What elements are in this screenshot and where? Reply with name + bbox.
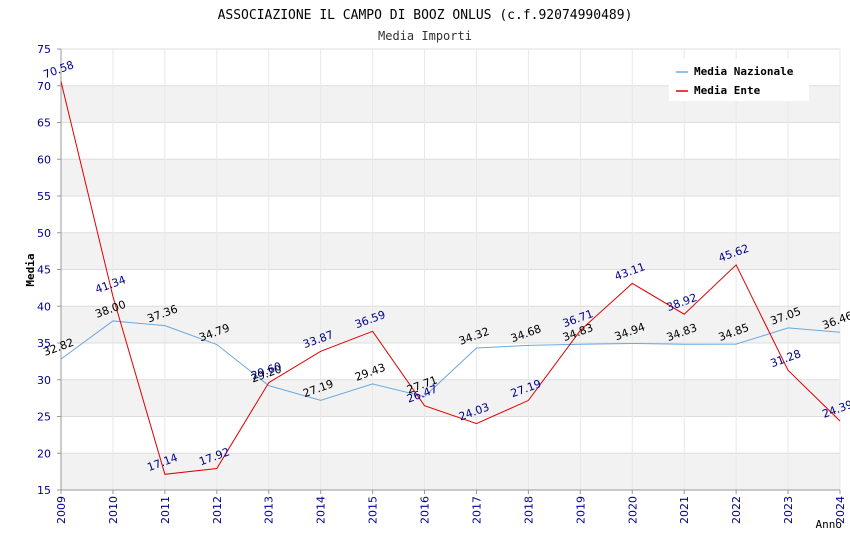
x-tick-label: 2020 (626, 496, 639, 524)
x-tick-label: 2011 (159, 496, 172, 524)
x-tick-labels: 2009 2010 2011 2012 2013 2014 2015 2016 2017 2018… (55, 496, 847, 524)
plot-band (61, 232, 840, 270)
plot-band (61, 159, 840, 196)
x-tick-label: 2013 (263, 496, 276, 524)
x-tick-label: 2021 (678, 496, 691, 524)
x-tick-label: 2022 (730, 496, 743, 524)
legend-box (669, 59, 809, 101)
y-tick-label: 25 (37, 411, 51, 424)
y-tick-label: 15 (37, 484, 51, 497)
y-tick-label: 45 (37, 264, 51, 277)
x-tick-label: 2015 (367, 496, 380, 524)
x-tick-label: 2010 (107, 496, 120, 524)
y-tick-labels: 15 20 25 30 35 40 45 50 55 60 65 70 75 (37, 43, 51, 497)
y-tick-label: 70 (37, 80, 51, 93)
y-axis-label: Media (24, 253, 37, 286)
x-tick-label: 2024 (834, 496, 847, 524)
x-tick-label: 2019 (574, 496, 587, 524)
plot-band (61, 416, 840, 454)
x-tick-label: 2009 (55, 496, 68, 524)
x-tick-label: 2017 (470, 496, 483, 524)
y-tick-label: 35 (37, 337, 51, 350)
grid-lines (60, 48, 841, 491)
legend-label-media-ente: Media Ente (694, 84, 761, 97)
series-line-media-nazionale (60, 320, 841, 401)
chart-subtitle: Media Importi (378, 29, 472, 43)
series-lines (60, 81, 841, 475)
plot-band (61, 122, 840, 160)
x-tick-label: 2012 (211, 496, 224, 524)
y-tick-label: 55 (37, 190, 51, 203)
y-tick-label: 50 (37, 227, 51, 240)
x-tick-label: 2023 (782, 496, 795, 524)
y-tick-label: 60 (37, 153, 51, 166)
x-tick-label: 2014 (315, 496, 328, 524)
y-tick-label: 75 (37, 43, 51, 56)
chart-title: ASSOCIAZIONE IL CAMPO DI BOOZ ONLUS (c.f… (218, 8, 633, 23)
x-tick-label: 2016 (419, 496, 432, 524)
x-tick-label: 2018 (522, 496, 535, 524)
plot-band (61, 306, 840, 343)
plot-band (61, 343, 840, 380)
plot-band (61, 453, 840, 490)
y-tick-label: 65 (37, 117, 51, 130)
series-line-media-ente (60, 81, 841, 475)
y-tick-label: 20 (37, 447, 51, 460)
axes (57, 48, 841, 494)
plot-band (61, 379, 840, 417)
plot-bands (61, 49, 840, 490)
plot-band (61, 196, 840, 233)
y-tick-label: 40 (37, 300, 51, 313)
legend-label-media-nazionale: Media Nazionale (694, 65, 794, 78)
legend: Media Nazionale Media Ente (669, 59, 809, 101)
plot-band (61, 269, 840, 307)
y-tick-label: 30 (37, 374, 51, 387)
x-axis-label: Anno (816, 518, 843, 531)
